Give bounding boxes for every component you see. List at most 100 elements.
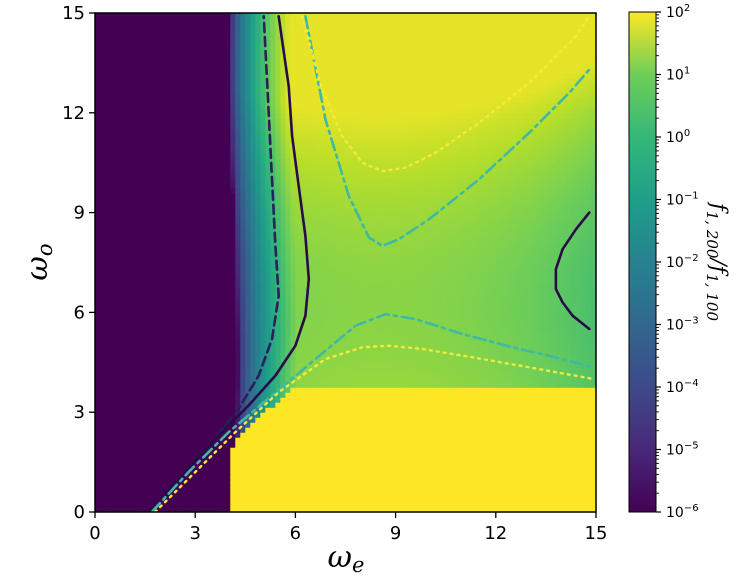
heatmap-cell	[315, 417, 322, 423]
heatmap-cell	[295, 222, 302, 229]
heatmap-cell	[160, 77, 166, 84]
heatmap-cell	[115, 52, 121, 59]
heatmap-cell	[190, 127, 196, 134]
heatmap-cell	[150, 192, 156, 199]
heatmap-cell	[135, 352, 141, 358]
heatmap-cell	[215, 437, 221, 443]
heatmap-cell	[225, 477, 231, 483]
heatmap-cell	[330, 432, 337, 438]
heatmap-cell	[335, 37, 342, 44]
heatmap-cell	[310, 277, 317, 284]
heatmap-cell	[260, 222, 266, 229]
heatmap-cell	[250, 412, 256, 418]
heatmap-cell	[140, 482, 146, 488]
heatmap-cell	[285, 302, 291, 309]
heatmap-cell	[190, 507, 196, 512]
heatmap-cell	[145, 342, 151, 348]
heatmap-cell	[250, 472, 256, 478]
heatmap-cell	[250, 22, 256, 29]
heatmap-cell	[235, 107, 241, 114]
heatmap-cell	[265, 307, 271, 313]
heatmap-cell	[275, 382, 281, 388]
heatmap-cell	[305, 367, 312, 373]
heatmap-cell	[310, 22, 317, 29]
heatmap-cell	[295, 247, 302, 254]
heatmap-cell	[185, 497, 191, 503]
heatmap-cell	[240, 202, 246, 209]
heatmap-cell	[310, 327, 317, 333]
heatmap-cell	[325, 272, 332, 279]
heatmap-cell	[175, 127, 181, 134]
heatmap-cell	[275, 372, 281, 378]
heatmap-cell	[290, 13, 296, 19]
heatmap-cell	[255, 427, 261, 433]
heatmap-cell	[225, 302, 231, 309]
heatmap-cell	[250, 37, 256, 44]
heatmap-cell	[140, 392, 146, 398]
heatmap-cell	[265, 357, 271, 363]
heatmap-cell	[255, 457, 261, 463]
heatmap-cell	[310, 507, 317, 512]
heatmap-cell	[295, 117, 302, 124]
heatmap-cell	[230, 312, 236, 318]
heatmap-cell	[265, 457, 271, 463]
heatmap-cell	[145, 302, 151, 309]
heatmap-cell	[140, 182, 146, 189]
heatmap-cell	[125, 407, 131, 413]
heatmap-cell	[130, 237, 136, 244]
heatmap-cell	[130, 472, 136, 478]
heatmap-cell	[140, 207, 146, 214]
heatmap-cell	[110, 212, 116, 219]
heatmap-cell	[335, 147, 342, 154]
heatmap-cell	[145, 477, 151, 483]
heatmap-cell	[95, 187, 101, 194]
heatmap-cell	[200, 212, 206, 219]
heatmap-cell	[115, 197, 121, 204]
heatmap-cell	[280, 87, 286, 94]
heatmap-cell	[215, 442, 221, 448]
heatmap-cell	[130, 97, 136, 104]
heatmap-cell	[305, 357, 312, 363]
heatmap-cell	[165, 117, 171, 124]
heatmap-cell	[315, 457, 322, 463]
heatmap-cell	[325, 262, 332, 269]
heatmap-cell	[145, 487, 151, 493]
heatmap-cell	[295, 42, 302, 49]
heatmap-cell	[290, 247, 296, 254]
heatmap-cell	[335, 272, 342, 279]
heatmap-cell	[155, 192, 161, 199]
heatmap-cell	[160, 212, 166, 219]
heatmap-cell	[285, 37, 291, 44]
heatmap-cell	[175, 322, 181, 328]
heatmap-cell	[270, 352, 276, 358]
heatmap-cell	[150, 277, 156, 284]
heatmap-cell	[105, 117, 111, 124]
heatmap-cell	[285, 147, 291, 154]
heatmap-cell	[235, 442, 241, 448]
heatmap-cell	[125, 457, 131, 463]
heatmap-cell	[200, 82, 206, 89]
heatmap-cell	[175, 267, 181, 274]
heatmap-cell	[260, 147, 266, 154]
heatmap-cell	[310, 13, 317, 19]
heatmap-cell	[275, 407, 281, 413]
heatmap-cell	[155, 142, 161, 149]
heatmap-cell	[170, 427, 176, 433]
heatmap-cell	[290, 277, 296, 284]
heatmap-cell	[200, 392, 206, 398]
heatmap-cell	[215, 407, 221, 413]
heatmap-cell	[230, 147, 236, 154]
heatmap-cell	[310, 247, 317, 254]
heatmap-cell	[205, 422, 211, 428]
heatmap-cell	[195, 452, 201, 458]
heatmap-cell	[140, 442, 146, 448]
heatmap-cell	[305, 297, 312, 304]
heatmap-cell	[160, 462, 166, 468]
heatmap-cell	[290, 317, 296, 323]
heatmap-cell	[200, 107, 206, 114]
heatmap-cell	[110, 287, 116, 294]
heatmap-cell	[130, 72, 136, 79]
heatmap-cell	[310, 377, 317, 383]
heatmap-cell	[230, 272, 236, 279]
heatmap-cell	[210, 272, 216, 279]
